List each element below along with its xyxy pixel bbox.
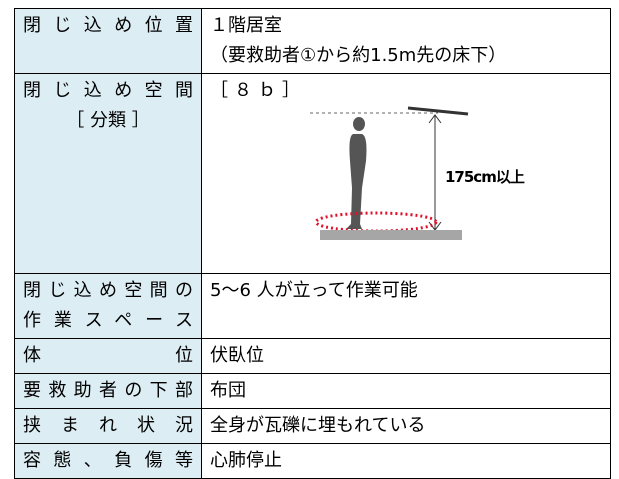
label-text: ［ 分類 ］	[66, 110, 150, 131]
info-table: 閉じ込め位置 １階居室 （要救助者①から約1.5m先の床下） 閉じ込め空間 ［ 分類 ］…	[14, 8, 611, 479]
value-text: （要救助者①から約1.5m先の床下）	[210, 45, 507, 66]
value-cell: 全身が瓦礫に埋もれている	[201, 408, 611, 444]
label-cell: 容態、負傷等	[14, 443, 202, 479]
table-body: 閉じ込め位置 １階居室 （要救助者①から約1.5m先の床下） 閉じ込め空間 ［ 分類 ］…	[14, 8, 611, 479]
space-diagram: 175cm以上	[310, 106, 526, 240]
label-text: 体 位	[23, 345, 193, 366]
value-text: 心肺停止	[210, 450, 282, 471]
value-cell: １階居室 （要救助者①から約1.5m先の床下）	[201, 8, 611, 74]
table-row: 閉じ込め空間 ［ 分類 ］ ［８ｂ］ 175cm以上	[14, 73, 611, 274]
value-text: 全身が瓦礫に埋もれている	[210, 415, 426, 436]
ceiling	[407, 106, 469, 116]
value-cell: 伏臥位	[201, 338, 611, 374]
table-row: 閉じ込め位置 １階居室 （要救助者①から約1.5m先の床下）	[14, 8, 611, 74]
value-cell: 心肺停止	[201, 443, 611, 479]
table-row: 閉じ込め空間の 作業スペース 5～6 人が立って作業可能	[14, 273, 611, 339]
person-head	[353, 117, 365, 131]
floor-marker	[314, 211, 438, 233]
table-row: 挟まれ状況 全身が瓦礫に埋もれている	[14, 408, 611, 444]
value-cell: 5～6 人が立って作業可能	[201, 273, 611, 339]
label-cell: 体 位	[14, 338, 202, 374]
value-text: 布団	[210, 380, 246, 401]
label-cell: 閉じ込め位置	[14, 8, 202, 74]
label-cell: 閉じ込め空間 ［ 分類 ］	[14, 73, 202, 274]
label-text: 作業スペース	[23, 310, 193, 331]
label-cell: 挟まれ状況	[14, 408, 202, 444]
floor	[320, 230, 462, 240]
value-text: 伏臥位	[210, 345, 264, 366]
height-label: 175cm以上	[445, 168, 525, 186]
person-body	[346, 134, 367, 229]
label-cell: 要救助者の下部	[14, 373, 202, 409]
label-text: 閉じ込め空間	[23, 80, 193, 101]
label-cell: 閉じ込め空間の 作業スペース	[14, 273, 202, 339]
table-row: 要救助者の下部 布団	[14, 373, 611, 409]
value-text: １階居室	[210, 15, 282, 36]
value-cell: ［８ｂ］ 175cm以上	[201, 73, 611, 274]
label-text: 容態、負傷等	[23, 450, 193, 471]
label-text: 要救助者の下部	[23, 380, 193, 401]
value-text: ［８ｂ］	[210, 80, 306, 101]
label-text: 閉じ込め位置	[23, 15, 193, 36]
value-text: 5～6 人が立って作業可能	[210, 280, 418, 301]
table-row: 体 位伏臥位	[14, 338, 611, 374]
value-cell: 布団	[201, 373, 611, 409]
table-row: 容態、負傷等 心肺停止	[14, 443, 611, 479]
label-text: 挟まれ状況	[23, 415, 193, 436]
label-text: 閉じ込め空間の	[23, 280, 193, 301]
page: {"table": {"rows": [ {"label": ["閉じ込め位置"…	[14, 8, 611, 479]
